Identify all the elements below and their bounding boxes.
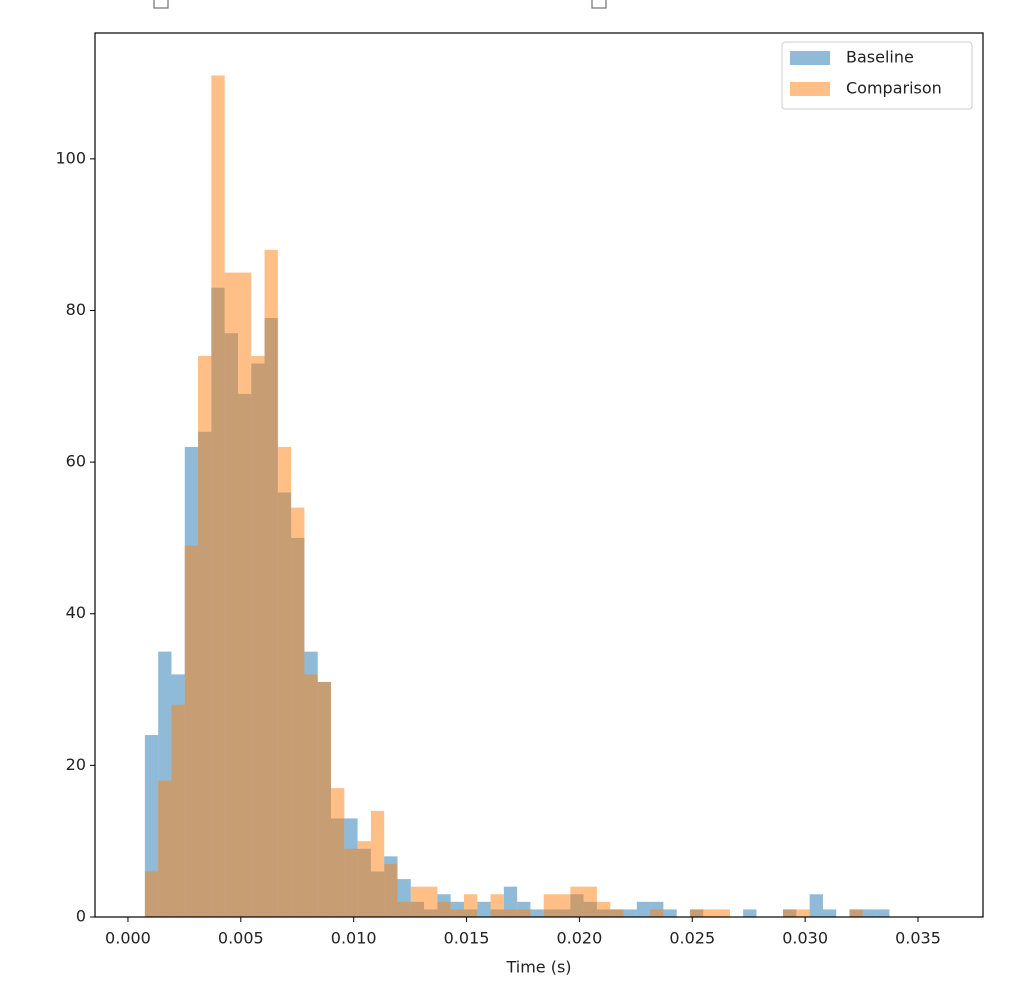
bar [317,681,332,917]
x-tick-label: 0.025 [669,929,715,948]
legend-swatch [790,51,830,65]
bar [490,894,504,917]
bar [796,909,810,917]
bar [158,780,172,917]
bar [144,871,159,917]
bar [583,886,597,917]
y-tick-label: 80 [66,300,86,319]
y-tick-label: 20 [66,755,86,774]
bar [370,810,385,917]
bar [543,894,558,917]
bar [344,848,358,917]
bar [849,909,863,917]
bar [716,909,730,917]
bar [650,909,664,917]
bar [291,507,305,917]
bar [397,901,411,917]
x-tick-label: 0.015 [444,929,490,948]
x-tick-label: 0.020 [556,929,602,948]
bar [224,272,238,918]
bar [703,909,717,917]
bar [663,909,677,917]
x-tick-label: 0.005 [218,929,264,948]
bar [876,909,890,917]
legend-swatch [790,82,830,96]
bar [198,355,212,917]
bar [171,704,185,917]
bar [610,909,624,917]
bar [264,249,278,917]
bar [570,886,584,917]
bar [517,909,531,917]
bar [463,894,478,917]
bar [277,446,292,917]
legend-label: Baseline [846,48,914,67]
y-tick-label: 40 [66,603,86,622]
bar [477,901,491,917]
bar [384,863,398,917]
x-axis-label: Time (s) [505,958,571,977]
bar [862,909,877,917]
x-tick-label: 0.035 [895,929,941,948]
bar [237,272,252,918]
bar [530,909,544,917]
bar [596,901,611,917]
bar [689,909,704,917]
bar [623,909,637,917]
bar [783,909,797,917]
bar [503,909,518,917]
bar [251,355,265,917]
bar [809,894,823,917]
bar [636,901,651,917]
bar [184,545,199,917]
checkbox[interactable] [153,0,169,9]
legend-label: Comparison [846,79,942,98]
bar [304,674,318,917]
bar [424,886,438,917]
checkbox[interactable] [591,0,607,9]
y-tick-label: 60 [66,452,86,471]
bar [410,886,425,917]
y-tick-label: 100 [55,148,86,167]
bar [557,894,571,917]
x-tick-label: 0.000 [105,929,151,948]
bar [450,909,464,917]
bar [357,841,371,917]
bar [331,788,345,917]
bar [211,75,225,918]
bar [743,909,757,917]
y-tick-label: 0 [76,907,86,926]
x-tick-label: 0.030 [782,929,828,948]
bar [822,909,837,917]
plot-frame [94,32,984,918]
x-tick-label: 0.010 [331,929,377,948]
bar [437,901,451,917]
